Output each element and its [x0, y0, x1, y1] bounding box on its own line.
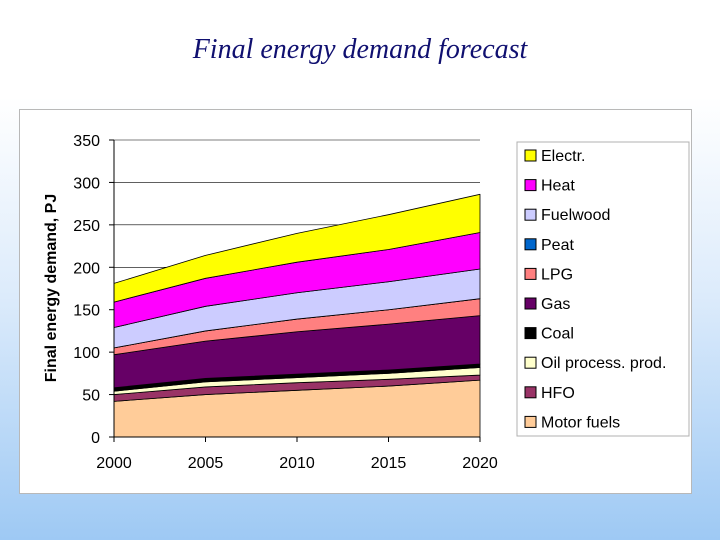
legend-swatch-fuelwood	[524, 208, 537, 221]
legend-swatch-lpg	[524, 267, 537, 280]
legend-swatch-electr	[524, 149, 537, 162]
y-tick-label: 350	[73, 133, 100, 150]
legend-swatch-oil-process-prod	[524, 356, 537, 369]
x-tick-label: 2010	[279, 455, 315, 472]
legend-label-motor-fuels: Motor fuels	[541, 414, 620, 431]
y-tick-label: 100	[73, 345, 100, 362]
y-tick-label: 50	[82, 388, 100, 405]
y-tick-label: 200	[73, 260, 100, 277]
stacked-area-chart: 0 50 100 150 200 250 300 350 2000 2005 2010 2015 202…	[43, 133, 690, 472]
area-series-group	[113, 193, 481, 438]
legend-swatch-coal	[524, 327, 537, 340]
chart-frame: 0 50 100 150 200 250 300 350 2000 2005 2010 2015 202…	[19, 109, 692, 494]
legend-swatch-hfo	[524, 386, 537, 399]
y-axis-label: Final energy demand, PJ	[43, 194, 60, 383]
legend-swatch-motor-fuels	[524, 415, 537, 428]
legend-swatch-gas	[524, 297, 537, 310]
legend-label-coal: Coal	[541, 326, 574, 343]
legend-label-gas: Gas	[541, 296, 570, 313]
x-tick-label: 2015	[371, 455, 407, 472]
legend-swatch-peat	[524, 238, 537, 251]
x-tick-label: 2000	[96, 455, 132, 472]
y-tick-label: 250	[73, 218, 100, 235]
legend-label-hfo: HFO	[541, 385, 575, 402]
legend-label-peat: Peat	[541, 237, 574, 254]
legend-label-fuelwood: Fuelwood	[541, 207, 610, 224]
area-electr	[113, 193, 481, 303]
legend-label-oil-process-prod: Oil process. prod.	[541, 355, 666, 372]
y-tick-label: 0	[91, 430, 100, 447]
legend-label-lpg: LPG	[541, 266, 573, 283]
y-tick-label: 150	[73, 303, 100, 320]
y-tick-label: 300	[73, 175, 100, 192]
x-tick-label: 2005	[188, 455, 224, 472]
legend-swatch-heat	[524, 179, 537, 192]
axes: 0 50 100 150 200 250 300 350 2000 2005 2010 2015 202…	[73, 133, 498, 472]
legend-box	[516, 141, 690, 437]
legend-label-electr: Electr.	[541, 148, 585, 165]
legend: Electr. Heat Fuelwood Peat LPG Gas Coal Oil pro…	[516, 141, 690, 437]
legend-label-heat: Heat	[541, 178, 575, 195]
x-tick-label: 2020	[462, 455, 498, 472]
slide-title: Final energy demand forecast	[192, 34, 528, 65]
